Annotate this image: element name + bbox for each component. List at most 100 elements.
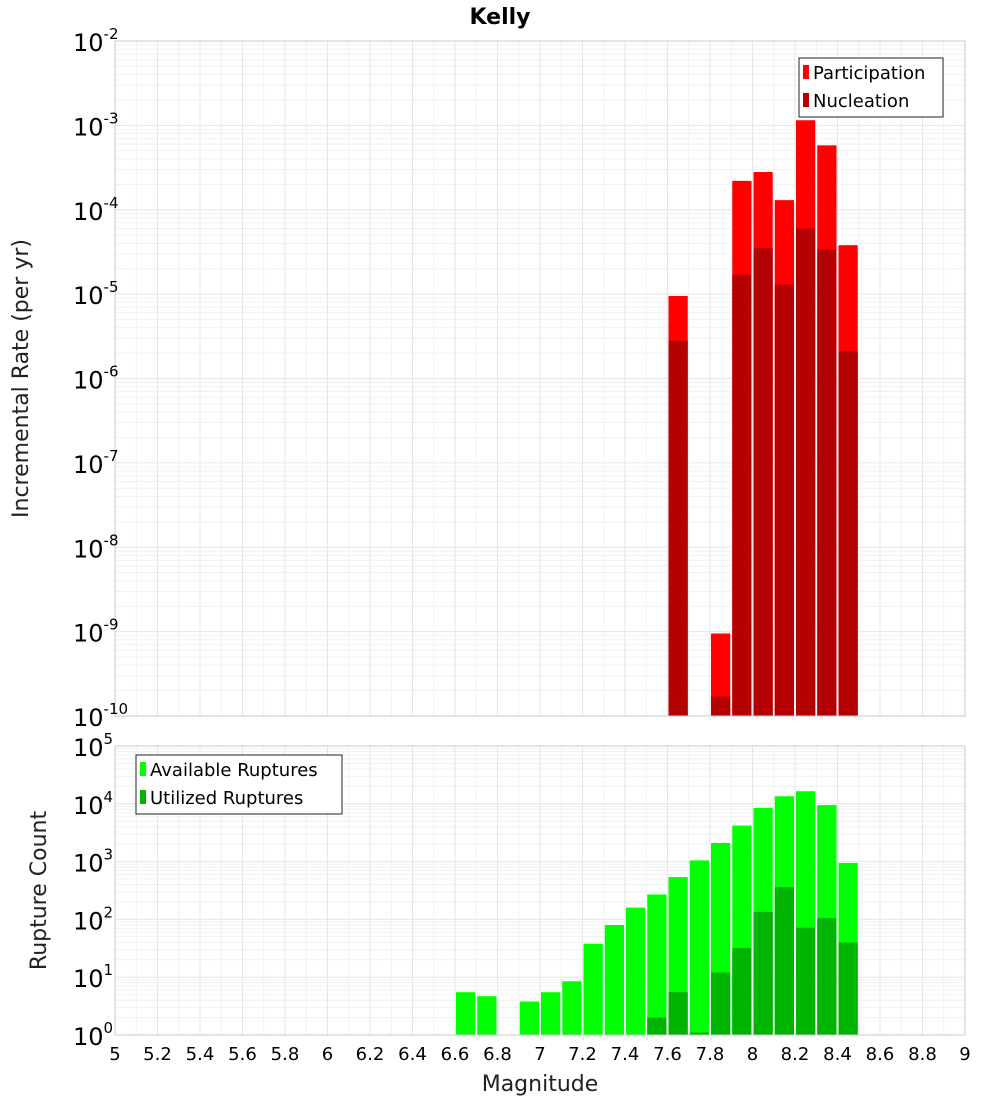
- y-tick-exponent: 2: [104, 903, 114, 921]
- bars: [668, 120, 858, 717]
- plot-frame: [114, 40, 966, 717]
- x-tick-label: 7.8: [696, 1044, 725, 1065]
- y-axis-label: Rupture Count: [27, 811, 52, 971]
- x-tick-labels: 5 5.2 5.4 5.6 5.8 6 6.2 6.4 6.6 6.8 7 7.2 7.4 7.6 7.8 8…: [109, 1044, 970, 1065]
- y-tick-label: 105: [73, 730, 113, 762]
- bar-available-ruptures: [562, 981, 582, 1035]
- bar-utilized-ruptures: [817, 918, 837, 1035]
- y-tick-base: 10: [73, 367, 104, 395]
- x-tick-label: 5.6: [228, 1044, 257, 1065]
- x-tick-label: 8.6: [866, 1044, 895, 1065]
- x-tick-label: 7: [534, 1044, 545, 1065]
- y-tick-label: 10-9: [73, 616, 119, 648]
- bar-nucleation: [711, 696, 731, 716]
- bar-nucleation: [753, 248, 773, 717]
- top-panel: 10-1010-910-810-710-610-510-410-310-2Inc…: [9, 25, 966, 732]
- y-tick-base: 10: [73, 850, 104, 878]
- bar-available-ruptures: [604, 925, 624, 1035]
- y-tick-base: 10: [73, 198, 104, 226]
- x-tick-label: 5: [109, 1044, 120, 1065]
- y-tick-label: 10-7: [73, 447, 119, 479]
- x-tick-label: 8.2: [781, 1044, 810, 1065]
- bar-available-ruptures: [647, 894, 667, 1035]
- y-tick-exponent: -6: [104, 363, 119, 381]
- y-tick-exponent: 0: [104, 1019, 114, 1037]
- y-tick-label: 104: [73, 788, 113, 820]
- y-tick-label: 10-4: [73, 194, 119, 226]
- y-tick-exponent: -8: [104, 531, 119, 549]
- y-tick-exponent: -10: [104, 700, 129, 718]
- y-tick-label: 10-5: [73, 278, 119, 310]
- y-tick-label: 103: [73, 846, 113, 878]
- legend-swatch: [140, 762, 146, 776]
- y-tick-base: 10: [73, 113, 104, 141]
- y-tick-label: 10-10: [73, 700, 128, 732]
- y-tick-exponent: -4: [104, 194, 119, 212]
- bar-nucleation: [732, 274, 752, 716]
- x-tick-label: 8.4: [823, 1044, 852, 1065]
- y-tick-exponent: -9: [104, 616, 119, 634]
- y-tick-base: 10: [73, 907, 104, 935]
- bar-nucleation: [838, 351, 858, 716]
- x-tick-label: 6.8: [483, 1044, 512, 1065]
- bar-nucleation: [668, 340, 688, 716]
- bar-available-ruptures: [519, 1001, 539, 1035]
- bar-participation: [711, 633, 731, 716]
- bar-utilized-ruptures: [774, 887, 794, 1035]
- legend-label: Available Ruptures: [150, 760, 318, 781]
- x-tick-label: 7.6: [653, 1044, 682, 1065]
- bar-utilized-ruptures: [647, 1017, 667, 1035]
- x-tick-label: 7.2: [568, 1044, 597, 1065]
- y-tick-base: 10: [73, 734, 104, 762]
- y-axis-label: Incremental Rate (per yr): [9, 239, 34, 518]
- y-tick-label: 10-3: [73, 109, 119, 141]
- y-tick-exponent: 1: [104, 961, 114, 979]
- y-tick-label: 10-6: [73, 363, 119, 395]
- bar-utilized-ruptures: [711, 972, 731, 1035]
- x-tick-label: 5.8: [271, 1044, 300, 1065]
- bar-available-ruptures: [541, 992, 561, 1035]
- legend-box: [135, 754, 343, 815]
- y-tick-label: 100: [73, 1019, 113, 1051]
- bar-utilized-ruptures: [753, 911, 773, 1035]
- y-tick-base: 10: [73, 1023, 104, 1051]
- y-tick-label: 101: [73, 961, 113, 993]
- y-tick-base: 10: [73, 965, 104, 993]
- y-tick-exponent: 3: [104, 846, 114, 864]
- bar-utilized-ruptures: [668, 992, 688, 1035]
- bar-nucleation: [817, 249, 837, 716]
- x-tick-label: 9: [959, 1044, 970, 1065]
- grid-lines: [114, 40, 966, 717]
- y-tick-exponent: -5: [104, 278, 119, 296]
- y-tick-base: 10: [73, 535, 104, 563]
- y-tick-exponent: -3: [104, 109, 119, 127]
- plot-frame: [114, 745, 966, 1036]
- y-tick-exponent: 5: [104, 730, 114, 748]
- y-tick-label: 10-8: [73, 531, 119, 563]
- bars: [456, 791, 858, 1035]
- legend-swatch: [803, 93, 809, 107]
- y-tick-base: 10: [73, 451, 104, 479]
- bar-nucleation: [774, 284, 794, 716]
- bar-available-ruptures: [626, 907, 646, 1035]
- x-tick-label: 6.4: [398, 1044, 427, 1065]
- legend: Available Ruptures Utilized Ruptures: [135, 754, 343, 815]
- bar-available-ruptures: [477, 996, 497, 1035]
- legend-label: Utilized Ruptures: [150, 788, 303, 809]
- chart-title: Kelly: [469, 5, 530, 30]
- y-tick-label: 10-2: [73, 25, 119, 57]
- bar-utilized-ruptures: [796, 927, 816, 1035]
- bar-available-ruptures: [456, 992, 476, 1035]
- y-tick-base: 10: [73, 620, 104, 648]
- bar-available-ruptures: [583, 943, 603, 1035]
- x-tick-label: 7.4: [611, 1044, 640, 1065]
- bar-available-ruptures: [689, 860, 709, 1035]
- y-tick-exponent: -7: [104, 447, 119, 465]
- legend-label: Participation: [813, 63, 925, 84]
- legend-swatch: [140, 790, 146, 804]
- x-tick-label: 6.6: [441, 1044, 470, 1065]
- y-tick-label: 102: [73, 903, 113, 935]
